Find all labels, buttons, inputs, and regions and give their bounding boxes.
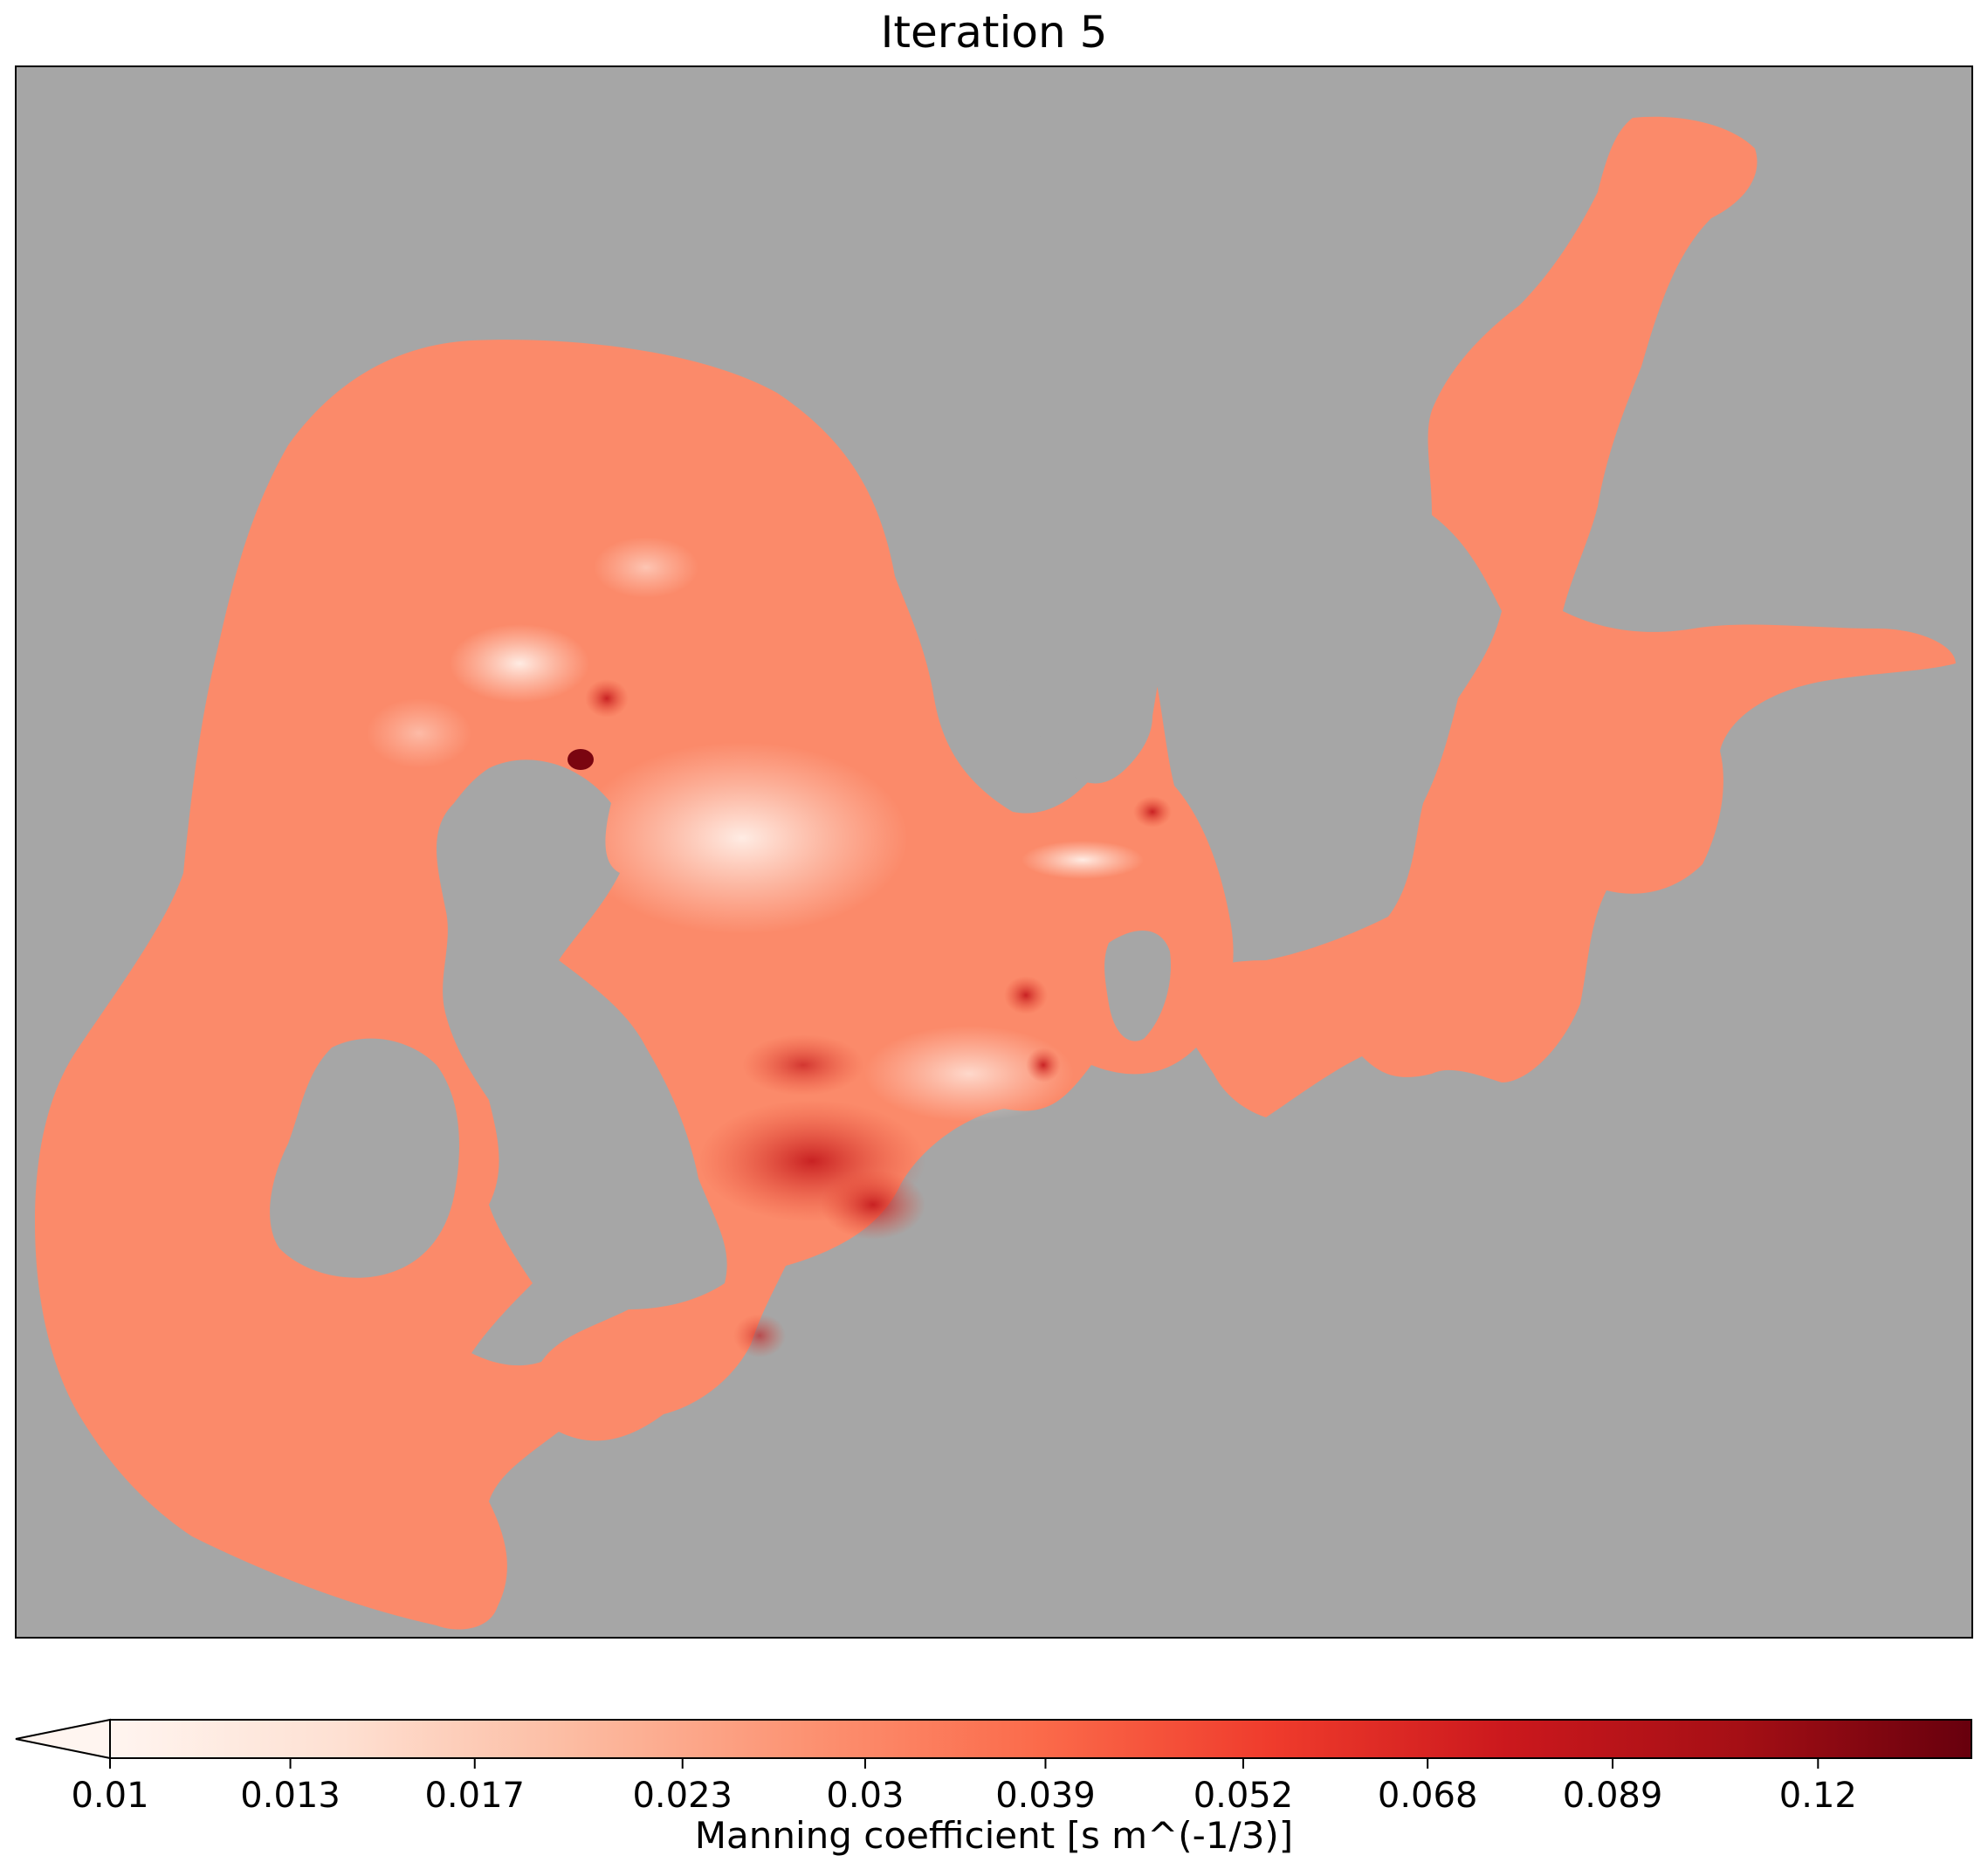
colorbar-tick-label: 0.052 bbox=[1193, 1776, 1294, 1816]
ireland-land bbox=[270, 1038, 459, 1278]
baltic-sea bbox=[1170, 116, 1956, 1118]
colorbar-extend-min bbox=[15, 1718, 111, 1760]
map-title: Iteration 5 bbox=[880, 7, 1108, 58]
denmark-land bbox=[1104, 931, 1171, 1041]
colorbar-tick-label: 0.017 bbox=[424, 1776, 525, 1816]
colorbar-tick-label: 0.089 bbox=[1563, 1776, 1663, 1816]
colorbar-tick-label: 0.023 bbox=[632, 1776, 733, 1816]
colorbar: 0.01 0.013 0.017 0.023 0.03 0.039 0.052 0.068 0.… bbox=[15, 1718, 1972, 1816]
map-frame bbox=[15, 65, 1973, 1639]
norway-land bbox=[908, 576, 1161, 784]
great-britain-land bbox=[437, 759, 727, 1366]
colorbar-tick-label: 0.013 bbox=[240, 1776, 341, 1816]
colorbar-tick-label: 0.039 bbox=[995, 1776, 1096, 1816]
colorbar-ticks: 0.01 0.013 0.017 0.023 0.03 0.039 0.052 0.068 0.… bbox=[71, 1758, 1857, 1816]
colorbar-tick-label: 0.01 bbox=[71, 1776, 148, 1816]
colorbar-tick-label: 0.12 bbox=[1779, 1776, 1857, 1816]
colorbar-label: Manning coefficient [s m^(-1/3)] bbox=[694, 1814, 1294, 1857]
colorbar-gradient bbox=[109, 1719, 1972, 1759]
colorbar-tick-label: 0.03 bbox=[826, 1776, 904, 1816]
colorbar-tick-label: 0.068 bbox=[1378, 1776, 1478, 1816]
sea-field bbox=[35, 116, 1956, 1630]
atlantic-northsea-domain bbox=[35, 340, 1234, 1630]
